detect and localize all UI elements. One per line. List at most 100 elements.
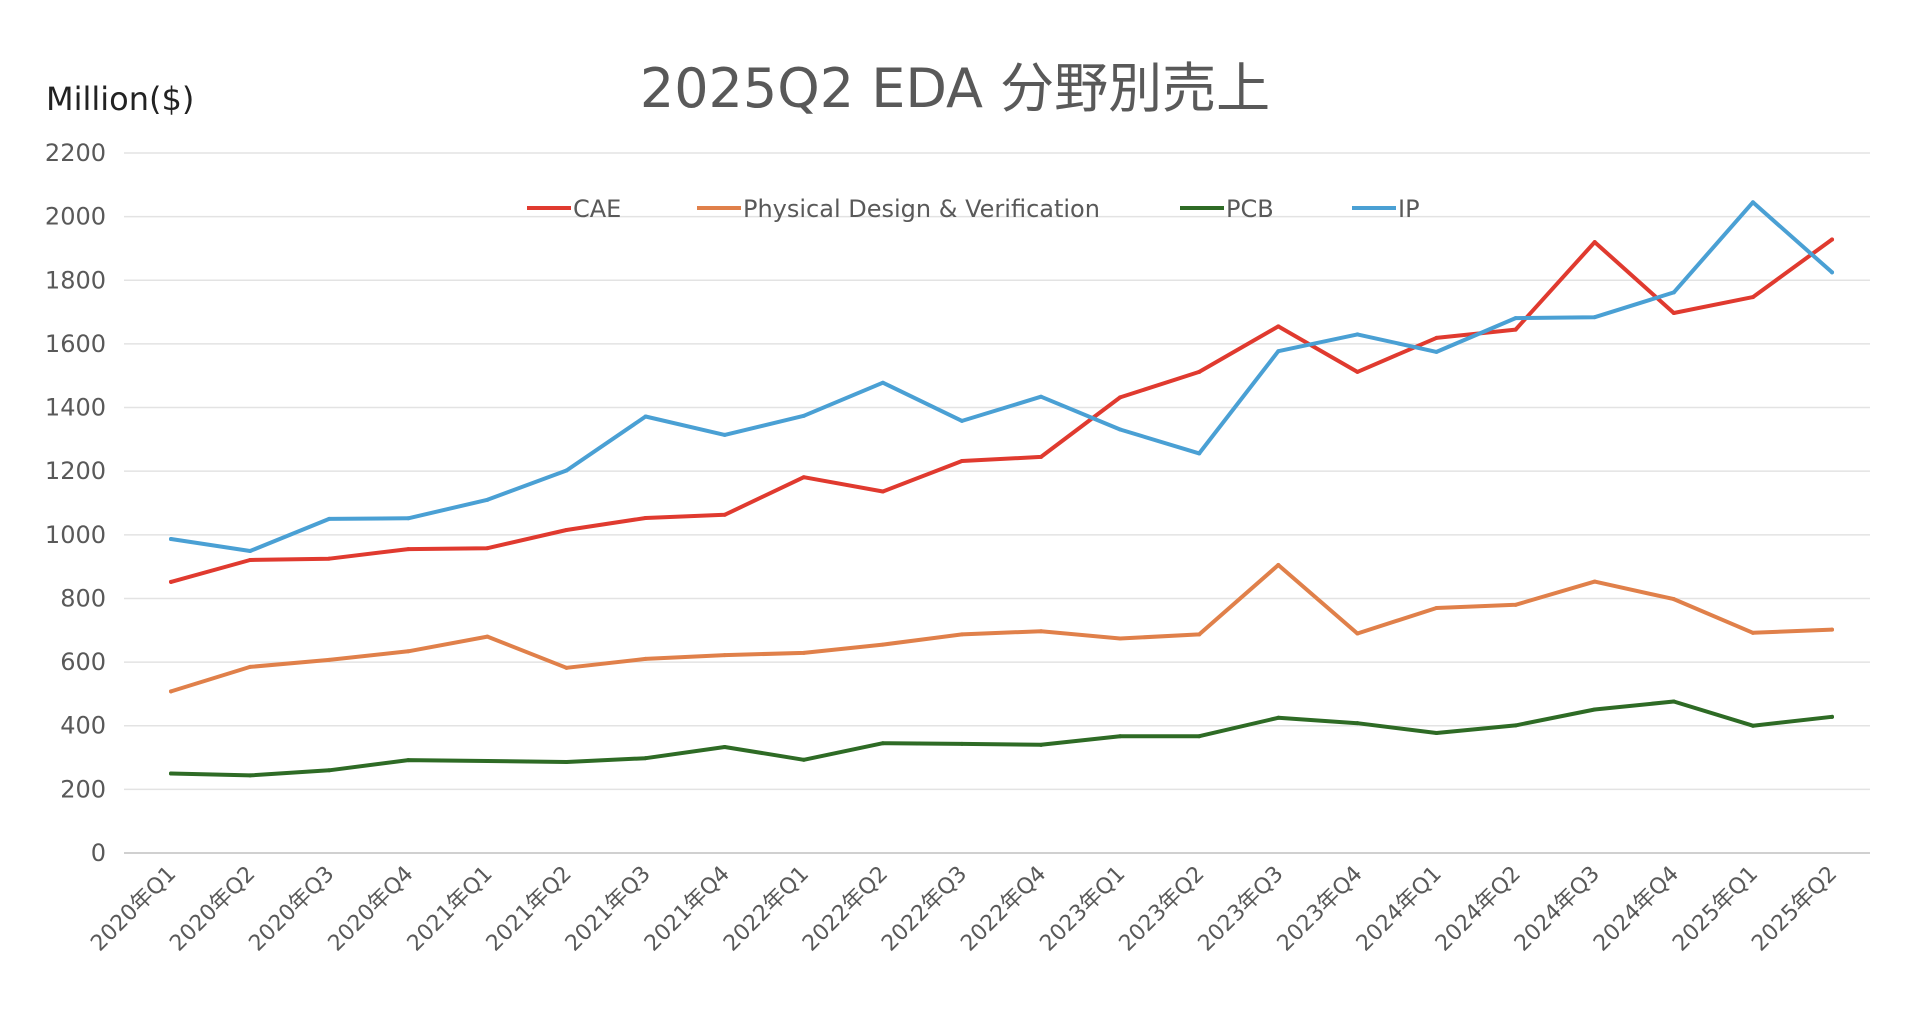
y-tick-label: 400 xyxy=(60,712,106,740)
data-point xyxy=(1355,370,1359,374)
y-tick-label: 600 xyxy=(60,648,106,676)
data-point xyxy=(1118,734,1122,738)
data-point xyxy=(1118,395,1122,399)
x-tick-label: 2025年Q1 xyxy=(1668,862,1763,957)
data-point xyxy=(406,649,410,653)
data-point xyxy=(1514,603,1518,607)
data-point xyxy=(248,773,252,777)
data-point xyxy=(1197,734,1201,738)
data-point xyxy=(1830,270,1834,274)
data-point xyxy=(723,653,727,657)
data-point xyxy=(406,547,410,551)
data-point xyxy=(1039,629,1043,633)
data-point xyxy=(960,632,964,636)
x-tick-label: 2021年Q4 xyxy=(640,862,735,957)
data-point xyxy=(1514,316,1518,320)
data-point xyxy=(1593,315,1597,319)
data-point xyxy=(1118,637,1122,641)
series-line xyxy=(171,702,1832,776)
data-point xyxy=(1276,324,1280,328)
data-point xyxy=(564,760,568,764)
legend-label: PCB xyxy=(1226,195,1274,223)
line-chart: 0200400600800100012001400160018002000220… xyxy=(0,0,1910,1032)
data-point xyxy=(1276,716,1280,720)
data-point xyxy=(1672,311,1676,315)
data-point xyxy=(960,419,964,423)
data-point xyxy=(169,537,173,541)
y-tick-label: 2000 xyxy=(45,203,106,231)
data-point xyxy=(1039,743,1043,747)
data-point xyxy=(1514,328,1518,332)
data-point xyxy=(960,742,964,746)
x-tick-label: 2021年Q3 xyxy=(561,862,656,957)
x-tick-label: 2024年Q1 xyxy=(1352,862,1447,957)
x-tick-label: 2020年Q3 xyxy=(244,862,339,957)
data-point xyxy=(960,459,964,463)
data-point xyxy=(644,756,648,760)
x-axis-ticks: 2020年Q12020年Q22020年Q32020年Q42021年Q12021年… xyxy=(86,862,1842,957)
x-tick-label: 2023年Q2 xyxy=(1115,862,1210,957)
data-point xyxy=(1751,200,1755,204)
data-point xyxy=(644,414,648,418)
series-physical-design-verification xyxy=(169,563,1834,693)
data-point xyxy=(1435,606,1439,610)
y-tick-label: 2200 xyxy=(45,139,106,167)
data-point xyxy=(723,513,727,517)
x-tick-label: 2020年Q1 xyxy=(86,862,181,957)
y-tick-label: 800 xyxy=(60,584,106,612)
data-point xyxy=(485,546,489,550)
x-tick-label: 2022年Q4 xyxy=(956,862,1051,957)
legend-item: PCB xyxy=(1180,195,1274,223)
data-point xyxy=(881,381,885,385)
data-point xyxy=(248,665,252,669)
data-point xyxy=(485,498,489,502)
data-point xyxy=(1435,336,1439,340)
legend-label: IP xyxy=(1398,195,1420,223)
legend-item: CAE xyxy=(527,195,621,223)
y-tick-label: 200 xyxy=(60,775,106,803)
data-point xyxy=(644,657,648,661)
data-point xyxy=(1593,240,1597,244)
x-tick-label: 2021年Q2 xyxy=(482,862,577,957)
legend-item: IP xyxy=(1352,195,1420,223)
legend-item: Physical Design & Verification xyxy=(697,195,1100,223)
data-point xyxy=(1672,700,1676,704)
data-point xyxy=(248,558,252,562)
data-point xyxy=(1197,370,1201,374)
data-point xyxy=(881,741,885,745)
data-point xyxy=(1751,724,1755,728)
x-tick-label: 2025年Q2 xyxy=(1747,862,1842,957)
y-tick-label: 0 xyxy=(91,839,106,867)
x-tick-label: 2022年Q3 xyxy=(877,862,972,957)
data-point xyxy=(1197,632,1201,636)
data-point xyxy=(564,528,568,532)
x-tick-label: 2024年Q2 xyxy=(1431,862,1526,957)
data-point xyxy=(1355,721,1359,725)
data-point xyxy=(1197,451,1201,455)
x-tick-label: 2022年Q1 xyxy=(719,862,814,957)
data-point xyxy=(1039,395,1043,399)
data-point xyxy=(327,768,331,772)
data-point xyxy=(1276,563,1280,567)
x-tick-label: 2023年Q3 xyxy=(1194,862,1289,957)
data-point xyxy=(1276,349,1280,353)
x-tick-label: 2024年Q4 xyxy=(1589,862,1684,957)
data-point xyxy=(248,549,252,553)
legend-label: Physical Design & Verification xyxy=(743,195,1100,223)
data-point xyxy=(169,580,173,584)
y-axis-ticks: 0 200 400 600 800 1000 1200 1400 1600 1800 2000 220… xyxy=(45,139,106,867)
x-tick-label: 2021年Q1 xyxy=(403,862,498,957)
data-point xyxy=(723,745,727,749)
x-tick-label: 2024年Q3 xyxy=(1510,862,1605,957)
data-point xyxy=(1751,631,1755,635)
data-point xyxy=(1435,350,1439,354)
data-point xyxy=(1039,455,1043,459)
x-tick-label: 2022年Q2 xyxy=(798,862,893,957)
data-point xyxy=(327,517,331,521)
data-point xyxy=(327,557,331,561)
data-point xyxy=(881,643,885,647)
data-point xyxy=(1435,731,1439,735)
x-tick-label: 2020年Q4 xyxy=(324,862,419,957)
data-point xyxy=(802,651,806,655)
y-tick-label: 1000 xyxy=(45,521,106,549)
